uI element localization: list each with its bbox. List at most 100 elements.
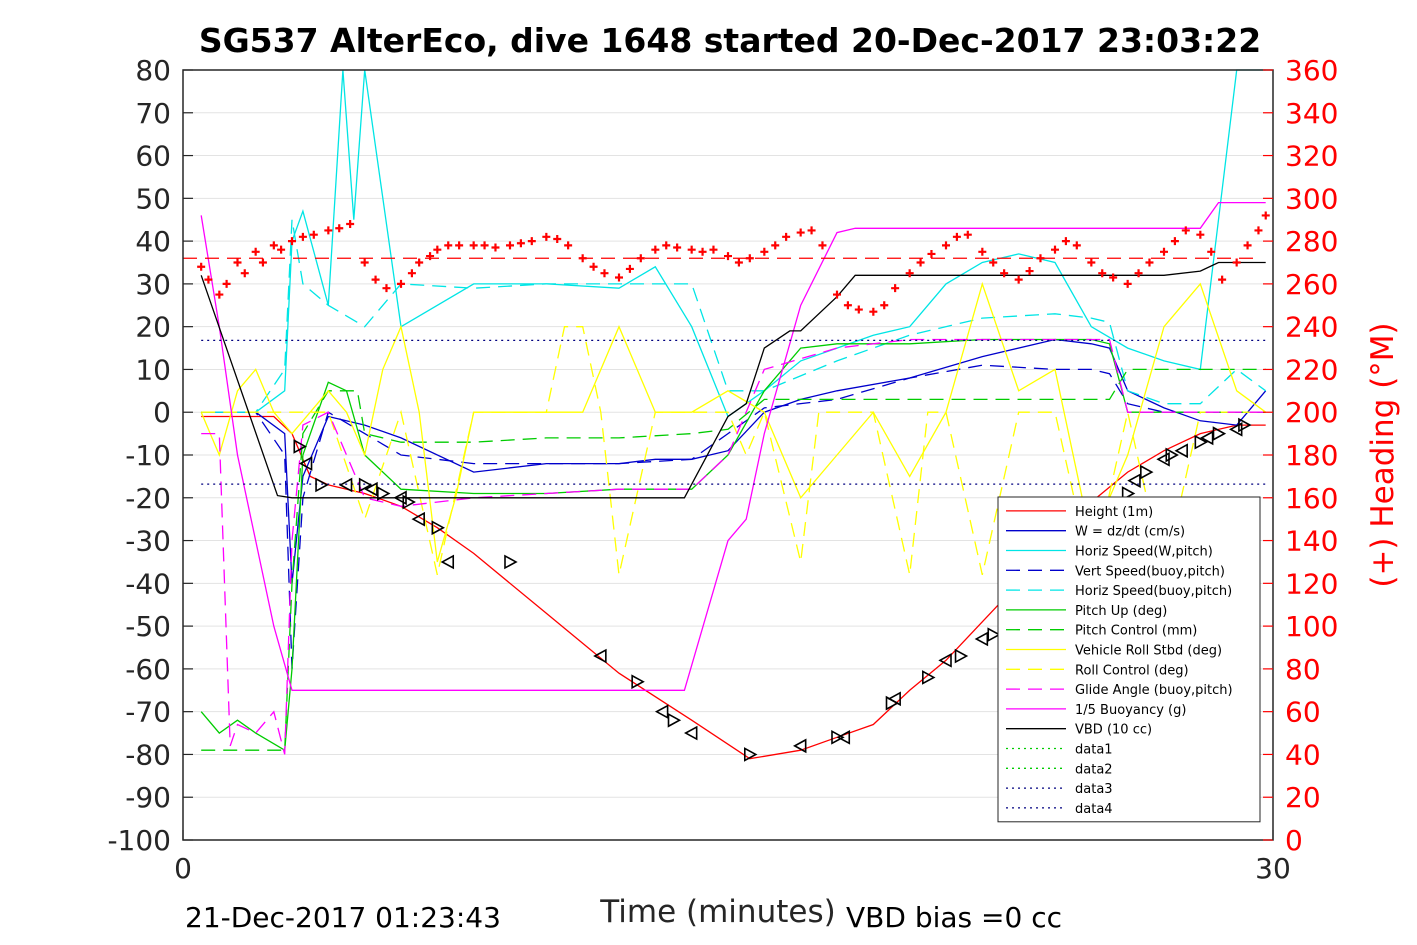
heading-point: [1181, 226, 1190, 235]
y-tick-label: -90: [125, 781, 171, 814]
heading-point: [1170, 237, 1179, 246]
heading-point: [426, 252, 435, 261]
triangle-marker: [1212, 426, 1227, 441]
y-tick-label: 40: [135, 225, 171, 258]
legend-label: Height (1m): [1075, 505, 1153, 520]
heading-point: [636, 254, 645, 263]
heading-point: [760, 247, 769, 256]
heading-point: [963, 230, 972, 239]
heading-point: [491, 243, 500, 252]
triangle-marker: [831, 729, 845, 745]
heading-point: [1061, 237, 1070, 246]
heading-layer: [183, 211, 1270, 316]
heading-point: [371, 275, 380, 284]
series-layer: [200, 69, 1267, 760]
heading-point: [734, 258, 743, 267]
heading-point: [1145, 258, 1154, 267]
heading-point: [600, 269, 609, 278]
heading-point: [880, 301, 889, 310]
heading-point: [215, 290, 224, 299]
heading-point: [382, 284, 391, 293]
triangle-marker: [593, 648, 607, 664]
legend-label: data1: [1075, 743, 1113, 758]
y-right-tick-label: 220: [1285, 353, 1338, 386]
legend-label: Horiz Speed(buoy,pitch): [1075, 584, 1232, 599]
heading-point: [335, 224, 344, 233]
y-right-tick-label: 300: [1285, 182, 1338, 215]
y-tick-label: -60: [125, 653, 171, 686]
heading-point: [1036, 254, 1045, 263]
heading-point: [615, 273, 623, 282]
heading-point: [673, 243, 682, 252]
triangle-marker: [1127, 473, 1141, 489]
y-right-tick-label: 180: [1285, 439, 1338, 472]
triangle-marker: [377, 486, 391, 501]
y-tick-label: -70: [125, 696, 171, 729]
heading-point: [807, 226, 816, 235]
triangle-marker: [440, 554, 455, 570]
heading-point: [360, 258, 369, 267]
heading-point: [745, 254, 754, 263]
legend-label: Pitch Control (mm): [1075, 624, 1197, 639]
legend-label: data2: [1075, 762, 1113, 777]
series-line-1: [201, 338, 1267, 584]
y-right-tick-label: 80: [1285, 653, 1321, 686]
heading-point: [1218, 275, 1227, 284]
heading-point: [222, 279, 231, 288]
triangle-marker: [298, 456, 313, 471]
y-tick-label: -40: [125, 567, 171, 600]
y-right-tick-label: 320: [1285, 140, 1338, 173]
triangle-marker: [338, 477, 353, 493]
heading-point: [309, 230, 318, 239]
triangle-marker: [358, 477, 373, 493]
heading-point: [978, 247, 987, 256]
triangle-marker: [743, 747, 758, 762]
y-tick-label: 20: [135, 311, 171, 344]
heading-point: [927, 249, 936, 258]
heading-point: [433, 245, 442, 254]
x-tick-label: 30: [1255, 852, 1291, 885]
triangle-marker: [1140, 464, 1154, 480]
triangle-marker: [792, 738, 807, 754]
triangle-marker: [836, 729, 851, 745]
heading-point: [687, 245, 696, 254]
heading-point: [251, 247, 260, 256]
legend-label: Pitch Up (deg): [1075, 604, 1167, 619]
legend-label: Vehicle Roll Stbd (deg): [1075, 644, 1222, 659]
triangle-marker: [887, 691, 901, 707]
heading-point: [1098, 269, 1107, 278]
triangle-marker: [1194, 434, 1209, 450]
heading-point: [942, 241, 950, 250]
triangle-marker: [974, 631, 989, 647]
heading-point: [324, 226, 333, 235]
heading-point: [1014, 275, 1023, 284]
heading-point: [298, 232, 307, 241]
heading-point: [724, 252, 732, 261]
legend-label: VBD (10 cc): [1075, 723, 1152, 738]
legend-label: data4: [1075, 802, 1113, 817]
y-right-tick-label: 120: [1285, 567, 1338, 600]
y-axis-right-label: (+) Heading (°M): [1365, 322, 1401, 587]
heading-point: [916, 258, 925, 267]
heading-point: [1072, 241, 1081, 250]
y-axis-right: 3603403203002802602402202001801601401201…: [1263, 54, 1338, 857]
y-tick-label: -30: [125, 525, 171, 558]
series-line-4: [201, 219, 1267, 413]
y-axis-left: 80 70 60 50 40 30 20 10 0 -10 -20 -30 -40 -50 -60 -70 -8…: [107, 54, 193, 857]
heading-point: [854, 305, 863, 314]
y-right-tick-label: 140: [1285, 525, 1338, 558]
heading-point: [1207, 247, 1216, 256]
x-tick-label: 0: [174, 852, 192, 885]
heading-point: [1123, 279, 1132, 288]
heading-point: [698, 247, 707, 256]
heading-point: [905, 269, 914, 278]
triangle-marker: [1121, 486, 1136, 501]
series-line-11: [200, 261, 1266, 499]
heading-point: [833, 290, 841, 299]
triangle-marker: [411, 511, 425, 527]
series-line-2: [201, 69, 1266, 418]
x-axis: 0 30: [174, 830, 1291, 885]
y-right-tick-label: 360: [1285, 54, 1338, 87]
heading-point: [258, 258, 267, 267]
